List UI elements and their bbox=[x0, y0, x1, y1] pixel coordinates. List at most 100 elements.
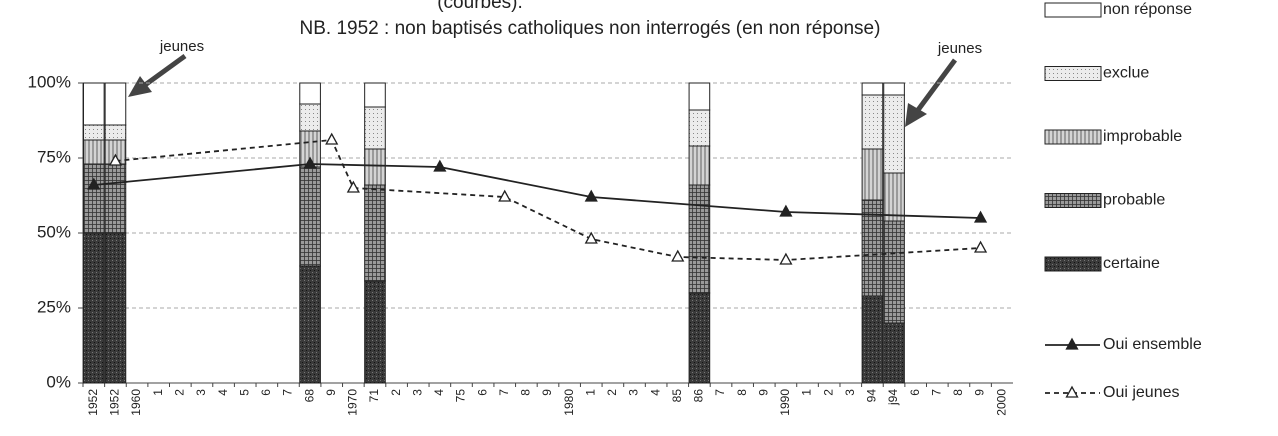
arrow bbox=[905, 58, 958, 127]
x-tick-label: 1 bbox=[583, 389, 597, 396]
bar-segment bbox=[883, 82, 905, 96]
point bbox=[87, 177, 101, 190]
point bbox=[671, 249, 685, 262]
point bbox=[346, 180, 360, 193]
bar-segment bbox=[688, 82, 711, 111]
legend-swatch bbox=[1044, 193, 1102, 208]
bar-segment bbox=[104, 124, 127, 141]
legend-label: certaine bbox=[1103, 255, 1160, 272]
x-tick-label: 71 bbox=[367, 389, 381, 403]
bar-segment bbox=[299, 265, 321, 384]
legend-label: exclue bbox=[1103, 65, 1149, 82]
x-tick-label: 8 bbox=[735, 389, 749, 396]
line bbox=[93, 163, 981, 219]
x-tick-label: 7 bbox=[929, 389, 943, 396]
x-tick-label: 3 bbox=[843, 389, 857, 396]
x-tick-label: 85 bbox=[670, 389, 684, 403]
bar-segment bbox=[299, 82, 321, 105]
chart-title: (courbes). bbox=[437, 0, 523, 13]
annotation: jeunes bbox=[937, 40, 982, 57]
legend-label: Oui jeunes bbox=[1103, 384, 1180, 401]
legend-swatch bbox=[1044, 256, 1102, 272]
y-tick-label: 50% bbox=[37, 222, 71, 241]
x-tick-label: 1980 bbox=[562, 389, 576, 416]
bar-segment bbox=[883, 94, 905, 174]
y-tick-label: 75% bbox=[37, 147, 71, 166]
bar-segment bbox=[688, 292, 711, 384]
y-tick-label: 25% bbox=[37, 297, 71, 316]
bar-segment bbox=[861, 148, 884, 201]
x-tick-label: 2 bbox=[172, 389, 186, 396]
x-tick-label: 1 bbox=[800, 389, 814, 396]
chart-subtitle: NB. 1952 : non baptisés catholiques non … bbox=[300, 18, 881, 39]
legend-item: exclue bbox=[1044, 65, 1149, 82]
x-tick-label: 7 bbox=[281, 389, 295, 396]
bar-segment bbox=[688, 184, 711, 294]
x-tick-label: 9 bbox=[324, 389, 338, 396]
legend-item: non réponse bbox=[1044, 1, 1192, 18]
x-tick-label: 4 bbox=[432, 389, 446, 396]
point bbox=[433, 159, 447, 172]
x-tick-label: 1952 bbox=[108, 389, 122, 416]
x-tick-label: 2 bbox=[605, 389, 619, 396]
x-tick-label: j94 bbox=[886, 389, 900, 406]
legend-item: improbable bbox=[1044, 128, 1182, 145]
bar-segment bbox=[861, 94, 884, 150]
bar-segment bbox=[364, 280, 386, 384]
point bbox=[1065, 385, 1079, 398]
bar-segment bbox=[104, 82, 127, 126]
bar-segment bbox=[83, 163, 105, 234]
x-tick-label: 4 bbox=[216, 389, 230, 396]
bar-segment bbox=[299, 103, 321, 132]
bar-segment bbox=[883, 172, 905, 222]
point bbox=[584, 189, 598, 202]
legend-item: certaine bbox=[1044, 255, 1160, 272]
x-tick-label: 1952 bbox=[86, 389, 100, 416]
point bbox=[973, 210, 988, 223]
point bbox=[1065, 337, 1079, 350]
x-tick-label: 8 bbox=[519, 389, 533, 396]
legend-swatch bbox=[1044, 129, 1102, 145]
y-tick-label: 100% bbox=[28, 72, 71, 91]
legend-label: Oui ensemble bbox=[1103, 336, 1202, 353]
x-tick-label: 75 bbox=[454, 389, 468, 403]
legend-item: Oui ensemble bbox=[1045, 336, 1202, 353]
bar-segment bbox=[883, 322, 905, 384]
point bbox=[325, 132, 339, 145]
x-tick-label: 7 bbox=[497, 389, 511, 396]
x-tick-label: 1960 bbox=[129, 389, 143, 416]
x-tick-label: 86 bbox=[692, 389, 706, 403]
x-tick-label: 68 bbox=[302, 389, 316, 403]
x-tick-label: 5 bbox=[237, 389, 251, 396]
line bbox=[115, 139, 981, 261]
x-tick-label: 1970 bbox=[346, 389, 360, 416]
x-tick-label: 3 bbox=[410, 389, 424, 396]
x-tick-label: 1990 bbox=[778, 389, 792, 416]
annotation: jeunes bbox=[159, 38, 204, 55]
x-tick-label: 9 bbox=[540, 389, 554, 396]
bar-segment bbox=[688, 145, 711, 186]
bar-segment bbox=[861, 295, 884, 384]
x-tick-label: 7 bbox=[713, 389, 727, 396]
point bbox=[779, 252, 793, 265]
x-tick-label: 3 bbox=[627, 389, 641, 396]
legend-label: improbable bbox=[1103, 128, 1182, 145]
legend-swatch bbox=[1044, 2, 1102, 18]
point bbox=[973, 240, 988, 253]
bar-segment bbox=[104, 232, 127, 384]
x-tick-label: 9 bbox=[756, 389, 770, 396]
point bbox=[779, 204, 793, 217]
x-tick-label: 6 bbox=[259, 389, 273, 396]
bar-segment bbox=[299, 166, 321, 267]
bar-segment bbox=[861, 82, 884, 96]
bar-segment bbox=[364, 106, 386, 150]
x-tick-label: 2000 bbox=[994, 389, 1008, 416]
y-tick-label: 0% bbox=[46, 372, 71, 391]
x-tick-label: 4 bbox=[648, 389, 662, 396]
bar-segment bbox=[83, 82, 105, 126]
x-tick-label: 8 bbox=[951, 389, 965, 396]
bar-segment bbox=[83, 232, 105, 384]
bar-segment bbox=[688, 109, 711, 147]
